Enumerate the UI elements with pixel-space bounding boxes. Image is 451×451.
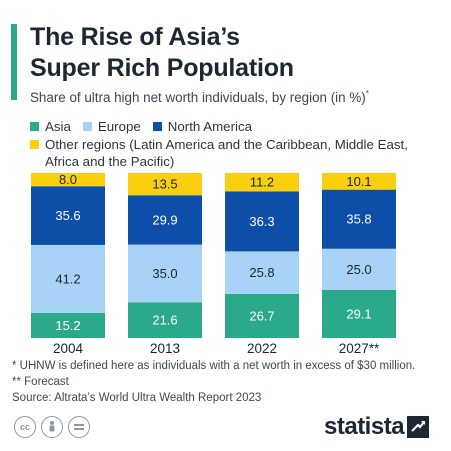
data-label-north-america-2013: 29.9 (152, 212, 177, 227)
source-note: Source: Altrata’s World Ultra Wealth Rep… (12, 392, 262, 404)
legend-swatch-north-america (152, 122, 162, 131)
legend-label-asia: Asia (45, 119, 71, 134)
legend-swatch-europe (82, 122, 92, 131)
title-line-1: The Rise of Asia’s (30, 23, 240, 51)
title-line-2: Super Rich Population (30, 54, 294, 82)
license-icons: cc (14, 416, 95, 438)
legend-item-asia: Asia (30, 118, 71, 135)
bar-north-america-2004 (31, 186, 105, 245)
data-label-europe-2013: 35.0 (152, 266, 177, 281)
title-accent-bar (11, 24, 17, 100)
page-title: The Rise of Asia’s Super Rich Population (30, 22, 440, 84)
legend-swatch-asia (30, 122, 39, 131)
x-tick-label-2027: 2027** (339, 341, 380, 355)
bar-asia-2027 (322, 289, 396, 338)
data-label-other-regions-2004: 8.0 (59, 172, 77, 187)
x-tick-label-2022: 2022 (247, 341, 277, 355)
data-label-other-regions-2013: 13.5 (152, 177, 177, 192)
legend-label-europe: Europe (97, 119, 141, 134)
data-label-north-america-2004: 35.6 (55, 208, 80, 223)
x-tick-label-2013: 2013 (150, 341, 180, 355)
bar-other-regions-2004 (31, 173, 105, 187)
x-tick-label-2004: 2004 (53, 341, 84, 355)
bar-asia-2013 (128, 302, 202, 338)
bar-north-america-2022 (225, 191, 299, 252)
bar-other-regions-2013 (128, 173, 202, 196)
data-label-asia-2004: 15.2 (55, 318, 80, 333)
bar-europe-2022 (225, 251, 299, 294)
notes: * UHNW is defined here as individuals wi… (12, 358, 444, 406)
data-label-europe-2004: 41.2 (55, 271, 80, 286)
data-label-asia-2027: 29.1 (346, 306, 371, 321)
no-derivatives-icon[interactable] (68, 416, 90, 438)
bar-asia-2022 (225, 293, 299, 338)
data-label-other-regions-2022: 11.2 (250, 175, 274, 190)
bar-north-america-2013 (128, 195, 202, 245)
data-label-europe-2027: 25.0 (346, 262, 371, 277)
legend-item-north-america: North America (152, 118, 253, 135)
data-label-north-america-2022: 36.3 (249, 214, 274, 229)
legend-row-main: Asia Europe North America (30, 118, 440, 135)
attribution-icon[interactable] (41, 416, 63, 438)
legend: Asia Europe North America Other regions … (30, 118, 440, 170)
legend-swatch-other (30, 140, 39, 149)
legend-item-europe: Europe (82, 118, 141, 135)
subtitle-text: Share of ultra high net worth individual… (30, 90, 366, 105)
bar-asia-2004 (31, 312, 105, 338)
bar-europe-2004 (31, 244, 105, 313)
data-label-europe-2022: 25.8 (249, 265, 274, 280)
footnote-forecast: ** Forecast (12, 376, 69, 388)
statista-logo-icon (407, 416, 430, 438)
data-label-other-regions-2027: 10.1 (346, 174, 371, 189)
data-label-north-america-2027: 35.8 (346, 212, 371, 227)
footnote-uhnw-definition: * UHNW is defined here as individuals wi… (12, 360, 416, 372)
legend-label-other: Other regions (Latin America and the Car… (45, 137, 408, 169)
creative-commons-icon[interactable]: cc (14, 416, 36, 438)
stacked-bar-chart: 15.2 41.2 35.6 8.0 2004 21.6 35.0 29.9 13.5 2013 2… (31, 172, 396, 355)
subtitle-footnote-marker: * (365, 89, 369, 98)
data-label-asia-2013: 21.6 (152, 313, 177, 328)
bar-europe-2013 (128, 244, 202, 303)
subtitle: Share of ultra high net worth individual… (30, 89, 445, 105)
data-label-asia-2022: 26.7 (249, 308, 274, 323)
brand-name: statista (324, 413, 405, 440)
legend-item-other: Other regions (Latin America and the Car… (30, 136, 440, 170)
legend-label-north-america: North America (167, 119, 253, 134)
statista-logo[interactable]: statista (324, 413, 430, 441)
bar-north-america-2027 (322, 189, 396, 249)
bar-other-regions-2022 (225, 173, 299, 192)
bar-other-regions-2027 (322, 173, 396, 190)
bar-europe-2027 (322, 248, 396, 290)
